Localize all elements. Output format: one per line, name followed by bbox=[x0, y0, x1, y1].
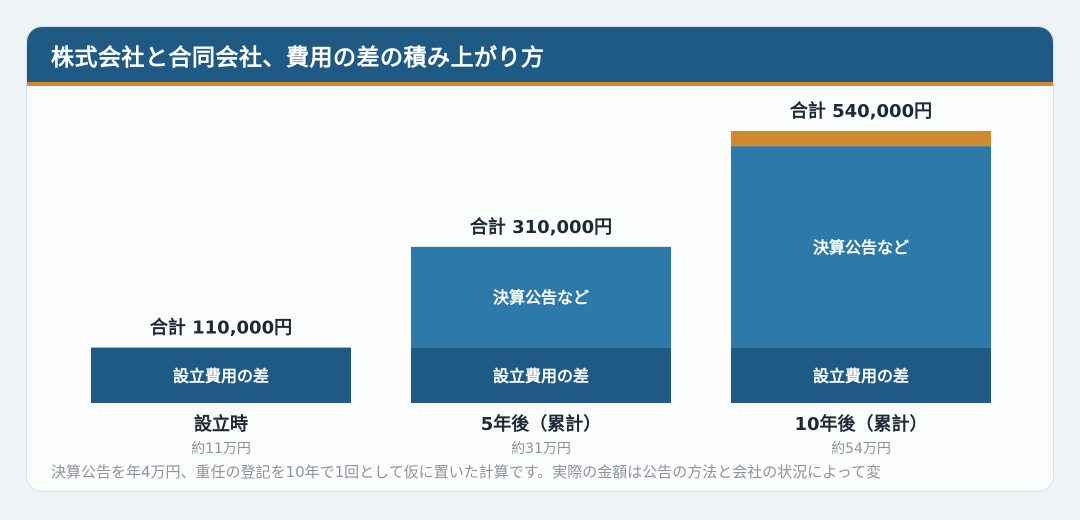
category-label: 設立時 bbox=[194, 413, 248, 435]
chart-title: 株式会社と合同会社、費用の差の積み上がり方 bbox=[51, 45, 545, 71]
total-label: 合計 310,000円 bbox=[470, 216, 612, 238]
total-label: 合計 110,000円 bbox=[150, 317, 292, 339]
category-sublabel: 約54万円 bbox=[831, 441, 891, 457]
bar-segment-setup bbox=[91, 347, 351, 403]
bar-segment-setup bbox=[731, 347, 991, 403]
segment-label: 設立費用の差 bbox=[813, 366, 909, 385]
category-sublabel: 約11万円 bbox=[191, 441, 251, 457]
segment-label: 決算公告など bbox=[813, 238, 909, 257]
bar-segment-setup bbox=[411, 347, 671, 403]
bar-segment-other bbox=[731, 131, 991, 147]
bar-segment-kessan bbox=[731, 146, 991, 348]
title-bar: 株式会社と合同会社、費用の差の積み上がり方 bbox=[27, 27, 1053, 86]
category-sublabel: 約31万円 bbox=[511, 441, 571, 457]
chart-card: 株式会社と合同会社、費用の差の積み上がり方 設立費用の差 合計 110,000円設… bbox=[26, 26, 1054, 492]
footnote: 決算公告を年4万円、重任の登記を10年で1回として仮に置いた計算です。実際の金額… bbox=[51, 463, 882, 481]
category-label: 5年後（累計） bbox=[481, 413, 602, 435]
segment-label: 設立費用の差 bbox=[173, 366, 269, 385]
segment-label: 決算公告など bbox=[493, 288, 589, 307]
bar-segment-kessan bbox=[411, 246, 671, 348]
segment-label: 設立費用の差 bbox=[493, 366, 589, 385]
category-label: 10年後（累計） bbox=[794, 413, 927, 435]
total-label: 合計 540,000円 bbox=[790, 100, 932, 122]
